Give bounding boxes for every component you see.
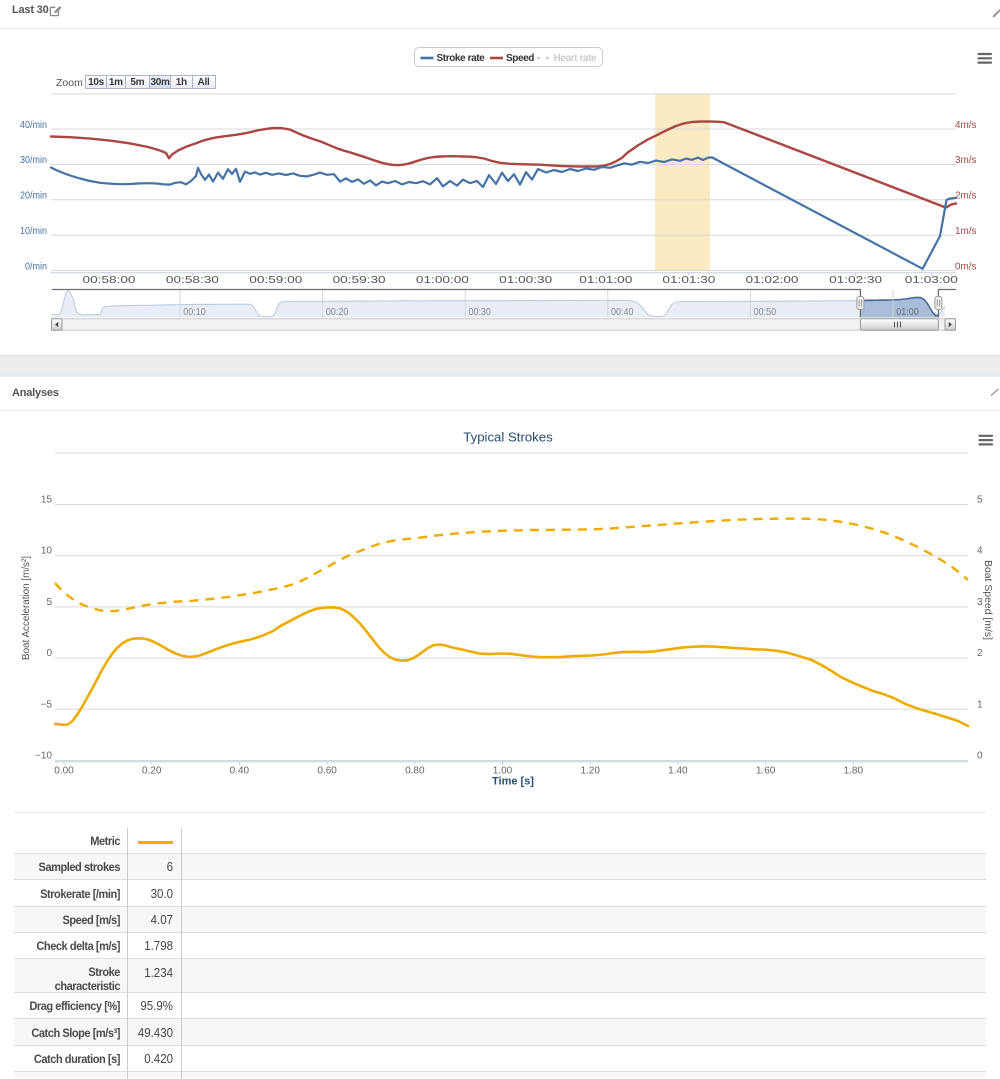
svg-text:3m/s: 3m/s bbox=[955, 154, 977, 166]
svg-text:1.20: 1.20 bbox=[580, 766, 600, 777]
svg-text:1.80: 1.80 bbox=[844, 766, 864, 777]
svg-text:00:59:30: 00:59:30 bbox=[333, 274, 386, 286]
svg-text:5: 5 bbox=[46, 597, 52, 608]
svg-text:30/min: 30/min bbox=[20, 154, 47, 166]
svg-text:Heart rate: Heart rate bbox=[554, 53, 598, 64]
svg-text:0: 0 bbox=[977, 751, 983, 762]
svg-text:0.80: 0.80 bbox=[405, 766, 425, 777]
svg-text:00:30: 00:30 bbox=[468, 306, 491, 318]
svg-text:Boat Acceleration [m/s²]: Boat Acceleration [m/s²] bbox=[20, 556, 32, 660]
svg-text:0.60: 0.60 bbox=[317, 766, 337, 777]
svg-text:3: 3 bbox=[977, 597, 983, 608]
svg-text:01:00: 01:00 bbox=[896, 306, 919, 318]
svg-text:01:02:00: 01:02:00 bbox=[746, 274, 799, 286]
svg-text:2: 2 bbox=[977, 648, 983, 659]
svg-text:1.40: 1.40 bbox=[668, 766, 688, 777]
svg-text:−10: −10 bbox=[35, 751, 52, 762]
svg-text:0: 0 bbox=[46, 648, 52, 659]
svg-text:01:01:00: 01:01:00 bbox=[579, 274, 632, 286]
svg-text:00:59:00: 00:59:00 bbox=[249, 274, 302, 286]
svg-text:00:40: 00:40 bbox=[611, 306, 634, 318]
svg-text:Stroke rate: Stroke rate bbox=[437, 53, 486, 64]
svg-text:0.00: 0.00 bbox=[54, 766, 74, 777]
svg-text:00:58:00: 00:58:00 bbox=[83, 274, 136, 286]
svg-text:00:58:30: 00:58:30 bbox=[166, 274, 219, 286]
svg-text:20/min: 20/min bbox=[20, 190, 47, 202]
svg-text:1.60: 1.60 bbox=[756, 766, 776, 777]
svg-text:Time [s]: Time [s] bbox=[492, 776, 534, 788]
svg-text:1.00: 1.00 bbox=[493, 766, 513, 777]
svg-text:0m/s: 0m/s bbox=[955, 260, 977, 272]
svg-text:Speed: Speed bbox=[506, 53, 534, 64]
svg-text:4m/s: 4m/s bbox=[955, 119, 977, 131]
svg-text:10/min: 10/min bbox=[20, 225, 47, 237]
svg-text:10: 10 bbox=[41, 546, 53, 557]
svg-text:0.40: 0.40 bbox=[230, 766, 250, 777]
svg-text:1m/s: 1m/s bbox=[955, 225, 977, 237]
svg-text:4: 4 bbox=[977, 546, 983, 557]
svg-text:0.20: 0.20 bbox=[142, 766, 162, 777]
svg-text:40/min: 40/min bbox=[20, 119, 47, 131]
svg-text:01:01:30: 01:01:30 bbox=[662, 274, 715, 286]
svg-text:Typical Strokes: Typical Strokes bbox=[463, 430, 553, 445]
svg-text:2m/s: 2m/s bbox=[955, 190, 977, 202]
svg-text:1: 1 bbox=[977, 699, 983, 710]
svg-text:01:03:00: 01:03:00 bbox=[905, 274, 958, 286]
svg-text:01:00:30: 01:00:30 bbox=[499, 274, 552, 286]
svg-text:−5: −5 bbox=[41, 699, 53, 710]
svg-text:00:50: 00:50 bbox=[754, 306, 777, 318]
svg-text:15: 15 bbox=[41, 495, 53, 506]
svg-text:5: 5 bbox=[977, 495, 983, 506]
svg-text:01:00:00: 01:00:00 bbox=[416, 274, 469, 286]
svg-text:0/min: 0/min bbox=[25, 260, 47, 272]
svg-text:00:20: 00:20 bbox=[326, 306, 349, 318]
svg-text:00:10: 00:10 bbox=[183, 306, 206, 318]
svg-text:01:02:30: 01:02:30 bbox=[829, 274, 882, 286]
svg-text:Boat Speed [m/s]: Boat Speed [m/s] bbox=[982, 560, 994, 640]
